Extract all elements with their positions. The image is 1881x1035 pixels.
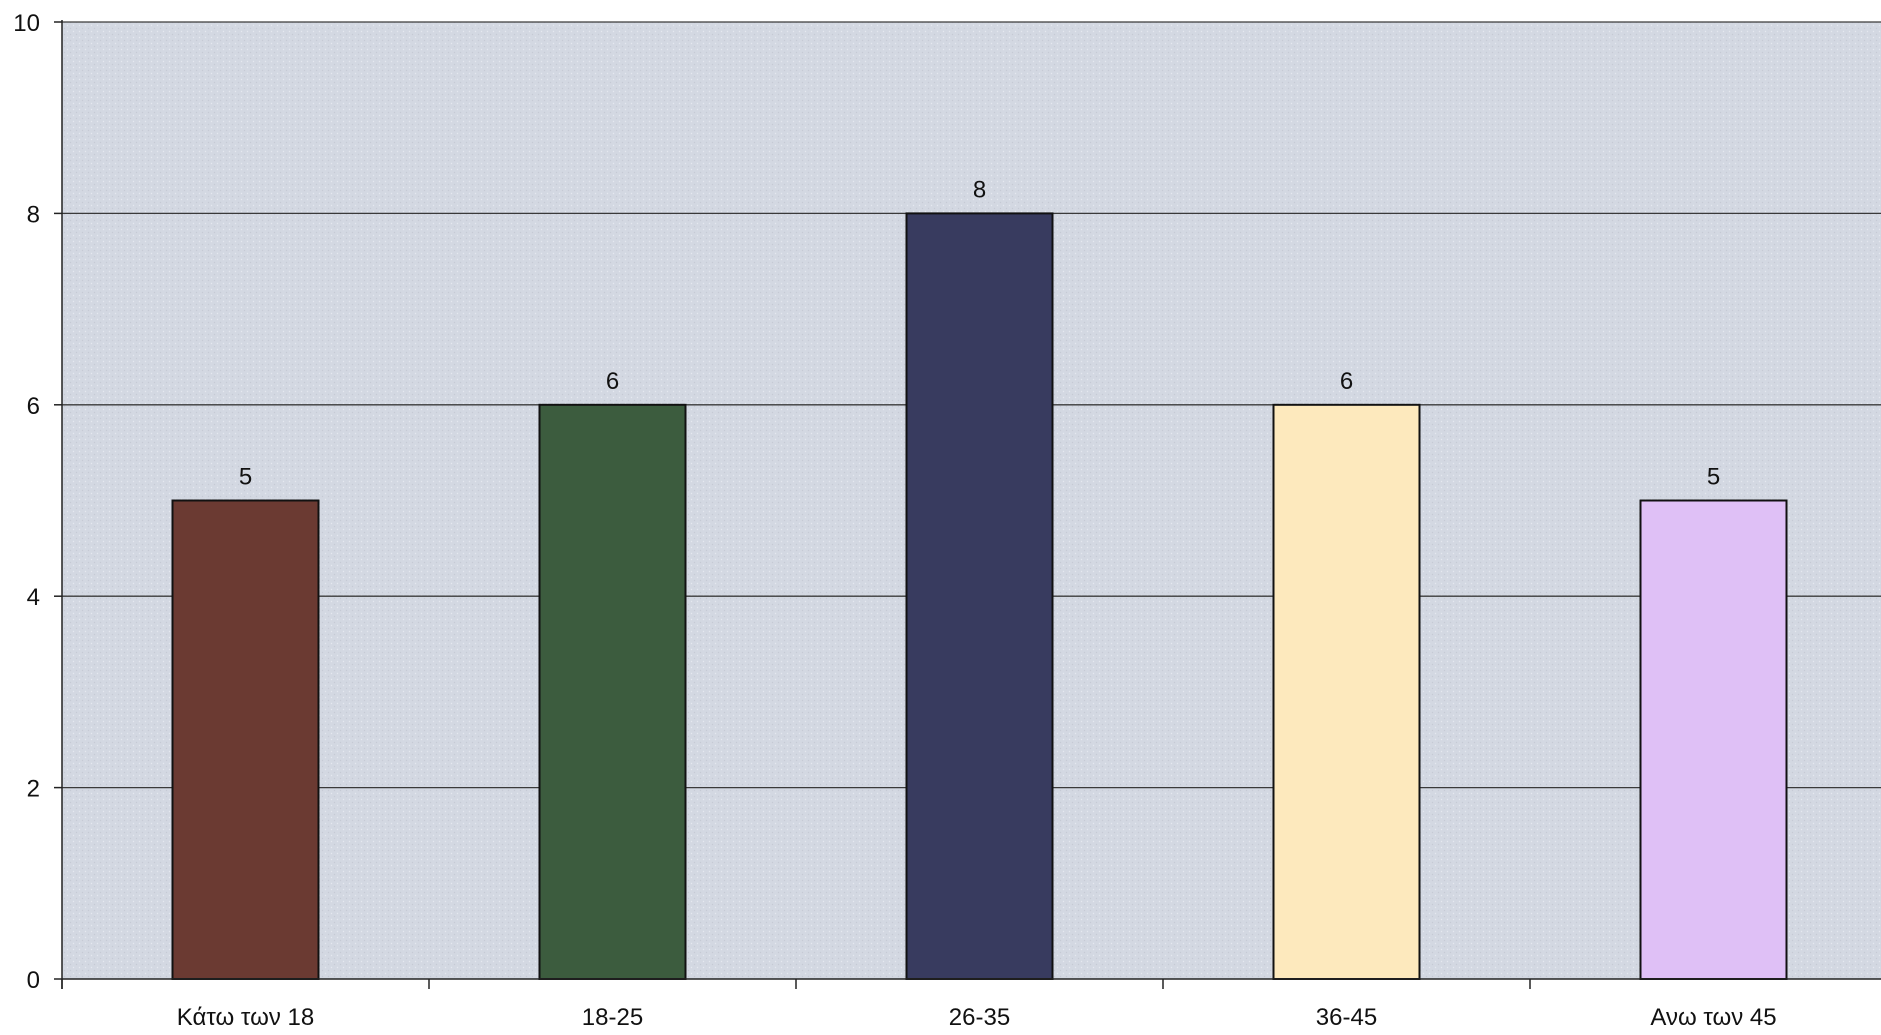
x-tick-label: 36-45 [1316, 1004, 1377, 1030]
y-tick-label: 6 [27, 393, 40, 420]
y-tick-label: 2 [27, 776, 40, 803]
y-tick-label: 10 [13, 10, 40, 37]
y-axis-ticks: 0 2 4 6 8 10 [13, 10, 62, 994]
bar [905, 212, 1054, 980]
bar [538, 403, 687, 980]
data-label: 5 [239, 464, 252, 491]
bar [1639, 499, 1788, 980]
x-tick-label: Κάτω των 18 [177, 1004, 314, 1030]
axes [61, 20, 1881, 989]
bars [171, 212, 1788, 980]
x-tick-label: Ανω των 45 [1650, 1004, 1776, 1030]
bar [171, 499, 320, 980]
data-label: 6 [606, 368, 619, 395]
y-tick-label: 8 [27, 201, 40, 228]
data-label: 6 [1340, 368, 1353, 395]
x-tick-label: 26-35 [949, 1004, 1010, 1030]
x-axis-ticks: Κάτω των 18 18-25 26-35 36-45 Ανω των 45 [61, 979, 1777, 1031]
data-label: 8 [973, 176, 986, 203]
x-tick-label: 18-25 [582, 1004, 643, 1030]
data-labels: 5 6 8 6 5 [239, 176, 1720, 490]
bar [1272, 403, 1421, 980]
y-tick-label: 4 [27, 584, 40, 611]
y-tick-label: 0 [27, 967, 40, 994]
data-label: 5 [1707, 464, 1720, 491]
